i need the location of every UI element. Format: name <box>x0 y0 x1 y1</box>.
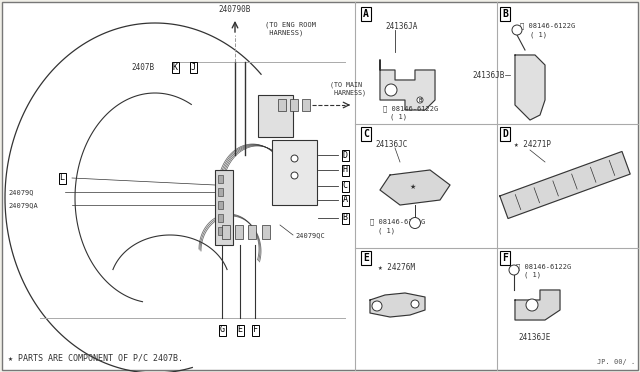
Bar <box>218 227 223 235</box>
Bar <box>248 225 256 239</box>
Text: Ⓑ 08146-6122G: Ⓑ 08146-6122G <box>370 218 425 225</box>
Bar <box>262 225 270 239</box>
Circle shape <box>512 25 522 35</box>
Text: F: F <box>253 326 257 334</box>
Bar <box>215 170 233 245</box>
Text: A: A <box>342 196 348 205</box>
Bar <box>218 175 223 183</box>
Circle shape <box>526 299 538 311</box>
Text: ★: ★ <box>410 184 416 190</box>
Text: ( 1): ( 1) <box>390 114 407 121</box>
Text: 2407B: 2407B <box>132 62 155 71</box>
Text: C: C <box>363 129 369 139</box>
Text: D: D <box>342 151 348 160</box>
Bar <box>290 99 298 111</box>
Text: (TO MAIN
 HARNESS): (TO MAIN HARNESS) <box>330 82 366 96</box>
Text: 24136JB: 24136JB <box>472 71 505 80</box>
Text: ( 1): ( 1) <box>530 31 547 38</box>
Polygon shape <box>380 60 435 110</box>
Text: L: L <box>60 173 65 183</box>
Circle shape <box>509 265 519 275</box>
Bar <box>222 225 230 239</box>
Text: E: E <box>363 253 369 263</box>
Text: (TO ENG ROOM
 HARNESS): (TO ENG ROOM HARNESS) <box>265 22 316 36</box>
Text: Ⓑ 08146-6122G: Ⓑ 08146-6122G <box>516 263 572 270</box>
Bar <box>302 99 310 111</box>
Text: JP. 00/ .: JP. 00/ . <box>596 359 635 365</box>
Text: C: C <box>342 182 348 190</box>
Text: B: B <box>342 214 348 222</box>
Text: Ⓑ 08146-6122G: Ⓑ 08146-6122G <box>520 22 575 29</box>
Circle shape <box>410 218 420 228</box>
Circle shape <box>411 300 419 308</box>
Text: K: K <box>173 62 177 71</box>
Text: 24079QC: 24079QC <box>295 232 324 238</box>
Polygon shape <box>380 170 450 205</box>
Text: F: F <box>502 253 508 263</box>
Text: ★ 24276M: ★ 24276M <box>378 263 415 272</box>
Bar <box>218 188 223 196</box>
Text: ★ PARTS ARE COMPONENT OF P/C 2407B.: ★ PARTS ARE COMPONENT OF P/C 2407B. <box>8 353 183 362</box>
Bar <box>218 214 223 222</box>
Text: B: B <box>419 97 422 103</box>
Text: ★ 24271P: ★ 24271P <box>514 140 551 149</box>
Circle shape <box>372 301 382 311</box>
Text: H: H <box>342 166 348 174</box>
Text: 24136JC: 24136JC <box>375 140 408 149</box>
Polygon shape <box>370 293 425 317</box>
Text: G: G <box>220 326 225 334</box>
Text: ( 1): ( 1) <box>378 227 395 234</box>
Text: 24079QA: 24079QA <box>8 202 38 208</box>
Bar <box>272 140 317 205</box>
Text: 24136JA: 24136JA <box>385 22 417 31</box>
Text: 24079Q: 24079Q <box>8 189 33 195</box>
Circle shape <box>385 84 397 96</box>
Text: J: J <box>191 62 195 71</box>
Text: A: A <box>363 9 369 19</box>
Text: ( 1): ( 1) <box>524 272 541 279</box>
Text: Ⓑ 08146-6122G: Ⓑ 08146-6122G <box>383 105 438 112</box>
Polygon shape <box>500 151 630 218</box>
Bar <box>218 201 223 209</box>
Text: E: E <box>237 326 243 334</box>
Text: 240790B: 240790B <box>219 5 251 14</box>
Polygon shape <box>515 55 545 120</box>
Text: B: B <box>502 9 508 19</box>
Text: 24136JE: 24136JE <box>519 333 551 342</box>
Bar <box>258 95 293 137</box>
Text: D: D <box>502 129 508 139</box>
Bar <box>235 225 243 239</box>
Bar <box>278 99 286 111</box>
Polygon shape <box>515 290 560 320</box>
